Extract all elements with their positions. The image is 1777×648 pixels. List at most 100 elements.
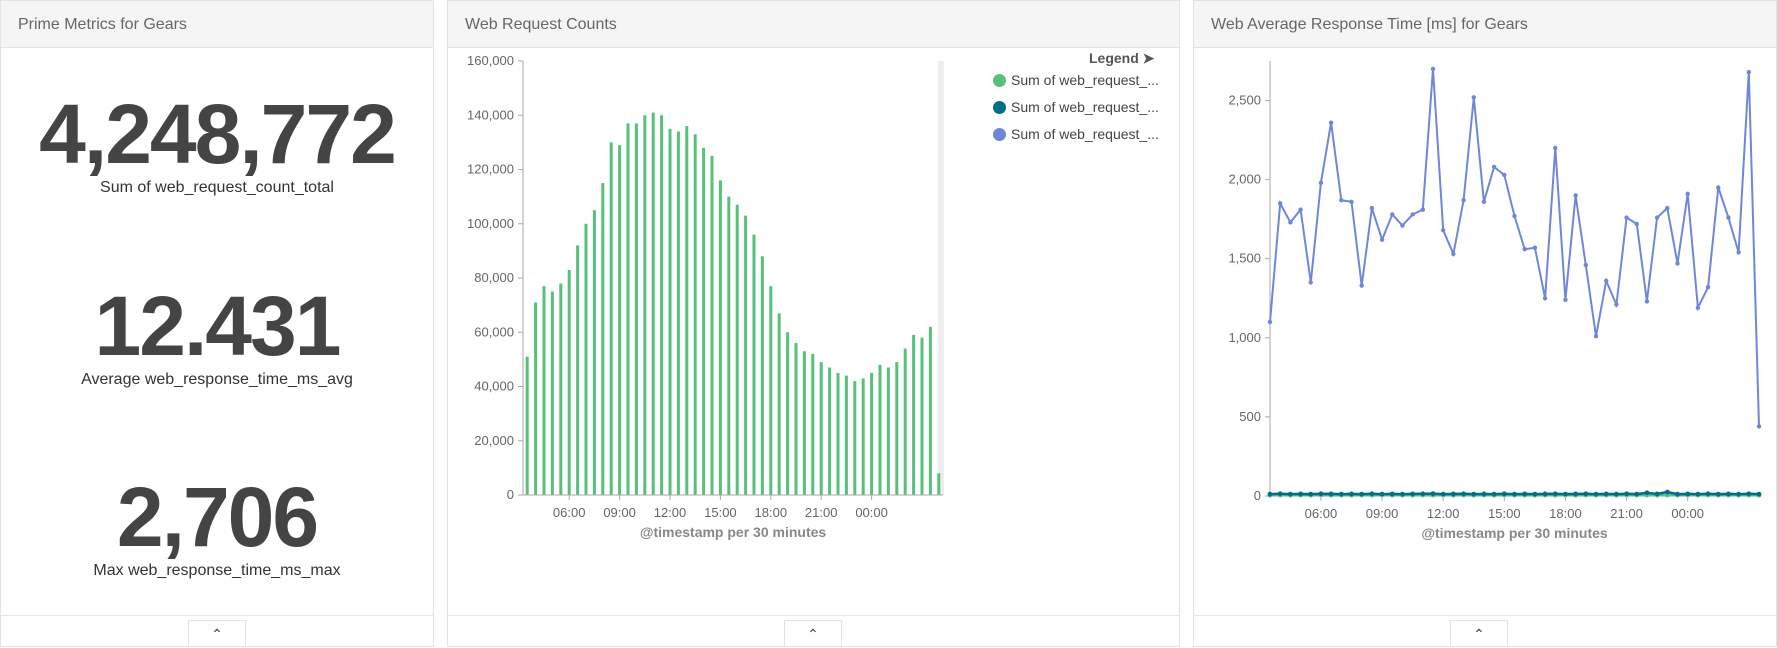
bar <box>937 473 941 495</box>
legend-color-dot <box>993 101 1006 114</box>
arrow-circle-right-icon: ➤ <box>1142 50 1155 66</box>
data-point <box>1746 69 1752 75</box>
data-point <box>1288 220 1293 225</box>
x-tick-label: 15:00 <box>1488 506 1521 521</box>
chevron-up-icon: ⌃ <box>211 626 223 642</box>
data-point <box>1665 205 1670 211</box>
y-tick-label: 0 <box>507 487 514 502</box>
data-point <box>1369 491 1375 497</box>
bar <box>643 115 647 495</box>
x-tick-label: 15:00 <box>704 505 737 520</box>
panel-title: Web Average Response Time [ms] for Gears <box>1194 1 1776 48</box>
data-point <box>1471 491 1477 497</box>
bar <box>853 381 857 495</box>
data-point <box>1328 120 1334 125</box>
data-point <box>1491 164 1497 170</box>
y-tick-label: 0 <box>1254 488 1261 503</box>
bar-chart: 0 20,000 40,000 60,000 80,000 100,000 120,000 1… <box>467 53 944 540</box>
y-tick-label: 140,000 <box>467 107 514 122</box>
data-point <box>1756 424 1762 429</box>
data-point <box>1481 491 1487 497</box>
data-point <box>1430 491 1436 497</box>
bar <box>878 364 882 495</box>
y-tick-label: 160,000 <box>467 53 514 68</box>
metric-request-count: 4,248,772 Sum of web_request_count_total <box>1 91 433 197</box>
collapse-button[interactable]: ⌃ <box>1450 620 1508 646</box>
data-point <box>1502 172 1507 178</box>
data-point <box>1705 285 1711 290</box>
data-point <box>1318 180 1324 185</box>
data-point <box>1481 199 1487 204</box>
data-point <box>1552 491 1558 497</box>
y-tick-label: 100,000 <box>467 216 514 231</box>
data-point <box>1298 491 1303 497</box>
data-point <box>1451 251 1456 257</box>
bar <box>559 283 563 495</box>
line-chart: 0 500 1,000 1,500 2,000 2,500 06:00 09:00 12:00 1… <box>1228 61 1762 541</box>
data-point <box>1410 491 1416 497</box>
legend-toggle[interactable]: Legend ➤ <box>1089 50 1154 67</box>
data-point <box>1390 212 1395 217</box>
metric-value: 2,706 <box>116 470 319 564</box>
bar <box>576 245 580 495</box>
chevron-up-icon: ⌃ <box>807 626 819 642</box>
data-point <box>1715 491 1721 497</box>
x-tick-label: 12:00 <box>654 505 687 520</box>
data-point <box>1593 334 1599 339</box>
bar <box>802 351 806 495</box>
data-point <box>1298 207 1303 212</box>
data-point <box>1654 491 1660 497</box>
data-point <box>1542 491 1548 497</box>
bar <box>542 286 546 495</box>
data-point <box>1420 207 1426 212</box>
data-point <box>1512 491 1517 497</box>
data-point <box>1359 283 1364 288</box>
data-point <box>1512 213 1517 219</box>
data-point <box>1410 212 1415 217</box>
x-tick-label: 18:00 <box>755 505 788 520</box>
x-tick-label: 09:00 <box>1366 506 1399 521</box>
legend-item[interactable]: Sum of web_request_... <box>993 126 1159 142</box>
data-point <box>1379 491 1385 497</box>
data-point <box>1685 191 1690 197</box>
data-point <box>1614 302 1619 307</box>
panel-title: Prime Metrics for Gears <box>1 1 433 48</box>
bar <box>634 123 638 495</box>
x-axis-label: @timestamp per 30 minutes <box>640 524 827 540</box>
bar <box>618 145 622 495</box>
x-tick-label: 12:00 <box>1427 506 1460 521</box>
data-point <box>1695 491 1701 497</box>
data-point <box>1644 299 1650 304</box>
metric-response-max: 2,706 Max web_response_time_ms_max <box>1 474 433 580</box>
bar <box>836 372 840 495</box>
bar <box>702 147 706 496</box>
bar <box>668 128 672 495</box>
bar <box>718 180 722 495</box>
x-tick-label: 06:00 <box>553 505 586 520</box>
legend-item[interactable]: Sum of web_request_... <box>993 72 1159 88</box>
collapse-button[interactable]: ⌃ <box>188 620 246 646</box>
bar <box>870 372 874 495</box>
data-point <box>1736 491 1742 497</box>
y-tick-label: 60,000 <box>474 324 514 339</box>
y-tick-label: 1,500 <box>1228 251 1261 266</box>
bar <box>584 223 588 495</box>
data-point <box>1461 491 1466 497</box>
legend-item[interactable]: Sum of web_request_... <box>993 99 1159 115</box>
chevron-up-icon: ⌃ <box>1473 626 1485 642</box>
data-point <box>1430 66 1436 72</box>
prime-metrics-panel: Prime Metrics for Gears 4,248,772 Sum of… <box>0 0 434 647</box>
metric-response-avg: 12.431 Average web_response_time_ms_avg <box>1 283 433 389</box>
bar <box>727 196 731 495</box>
data-point <box>1471 95 1476 100</box>
collapse-button[interactable]: ⌃ <box>784 620 842 646</box>
bar <box>735 204 739 495</box>
bar <box>912 334 916 495</box>
data-point <box>1593 491 1599 497</box>
bar <box>567 269 571 495</box>
bar <box>844 375 848 495</box>
data-point <box>1338 491 1344 497</box>
data-point <box>1267 319 1273 325</box>
data-point <box>1573 491 1579 497</box>
data-point <box>1389 491 1395 497</box>
